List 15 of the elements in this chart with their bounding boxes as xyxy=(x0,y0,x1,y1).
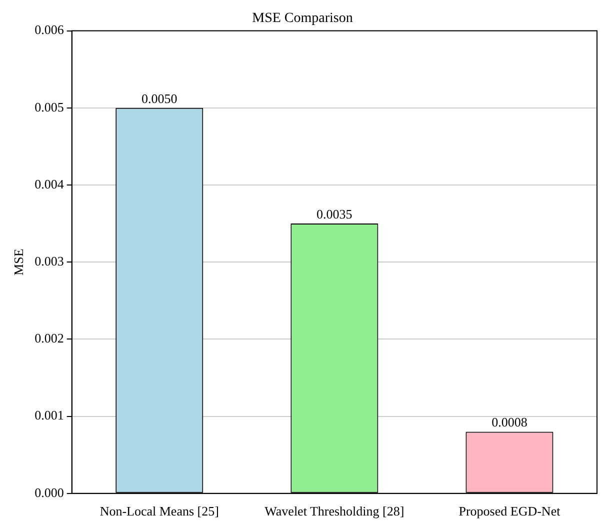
data-label: 0.0008 xyxy=(492,414,528,430)
data-label: 0.0050 xyxy=(142,90,178,106)
x-tick-label: Non-Local Means [25] xyxy=(100,504,219,519)
x-tick-label: Proposed EGD-Net xyxy=(458,504,561,519)
y-tick-label: 0.006 xyxy=(34,22,64,38)
chart-title: MSE Comparison xyxy=(252,11,353,26)
data-label: 0.0035 xyxy=(316,206,352,222)
y-axis-title: MSE xyxy=(11,248,26,276)
x-tick-label: Wavelet Thresholding [28] xyxy=(264,504,404,519)
y-tick-label: 0.004 xyxy=(34,176,64,192)
y-tick-label: 0.001 xyxy=(34,408,64,423)
y-tick-label: 0.000 xyxy=(34,484,64,500)
y-tick-label: 0.005 xyxy=(34,99,64,114)
y-tick-label: 0.002 xyxy=(34,330,64,346)
y-tick-label: 0.003 xyxy=(34,254,64,269)
